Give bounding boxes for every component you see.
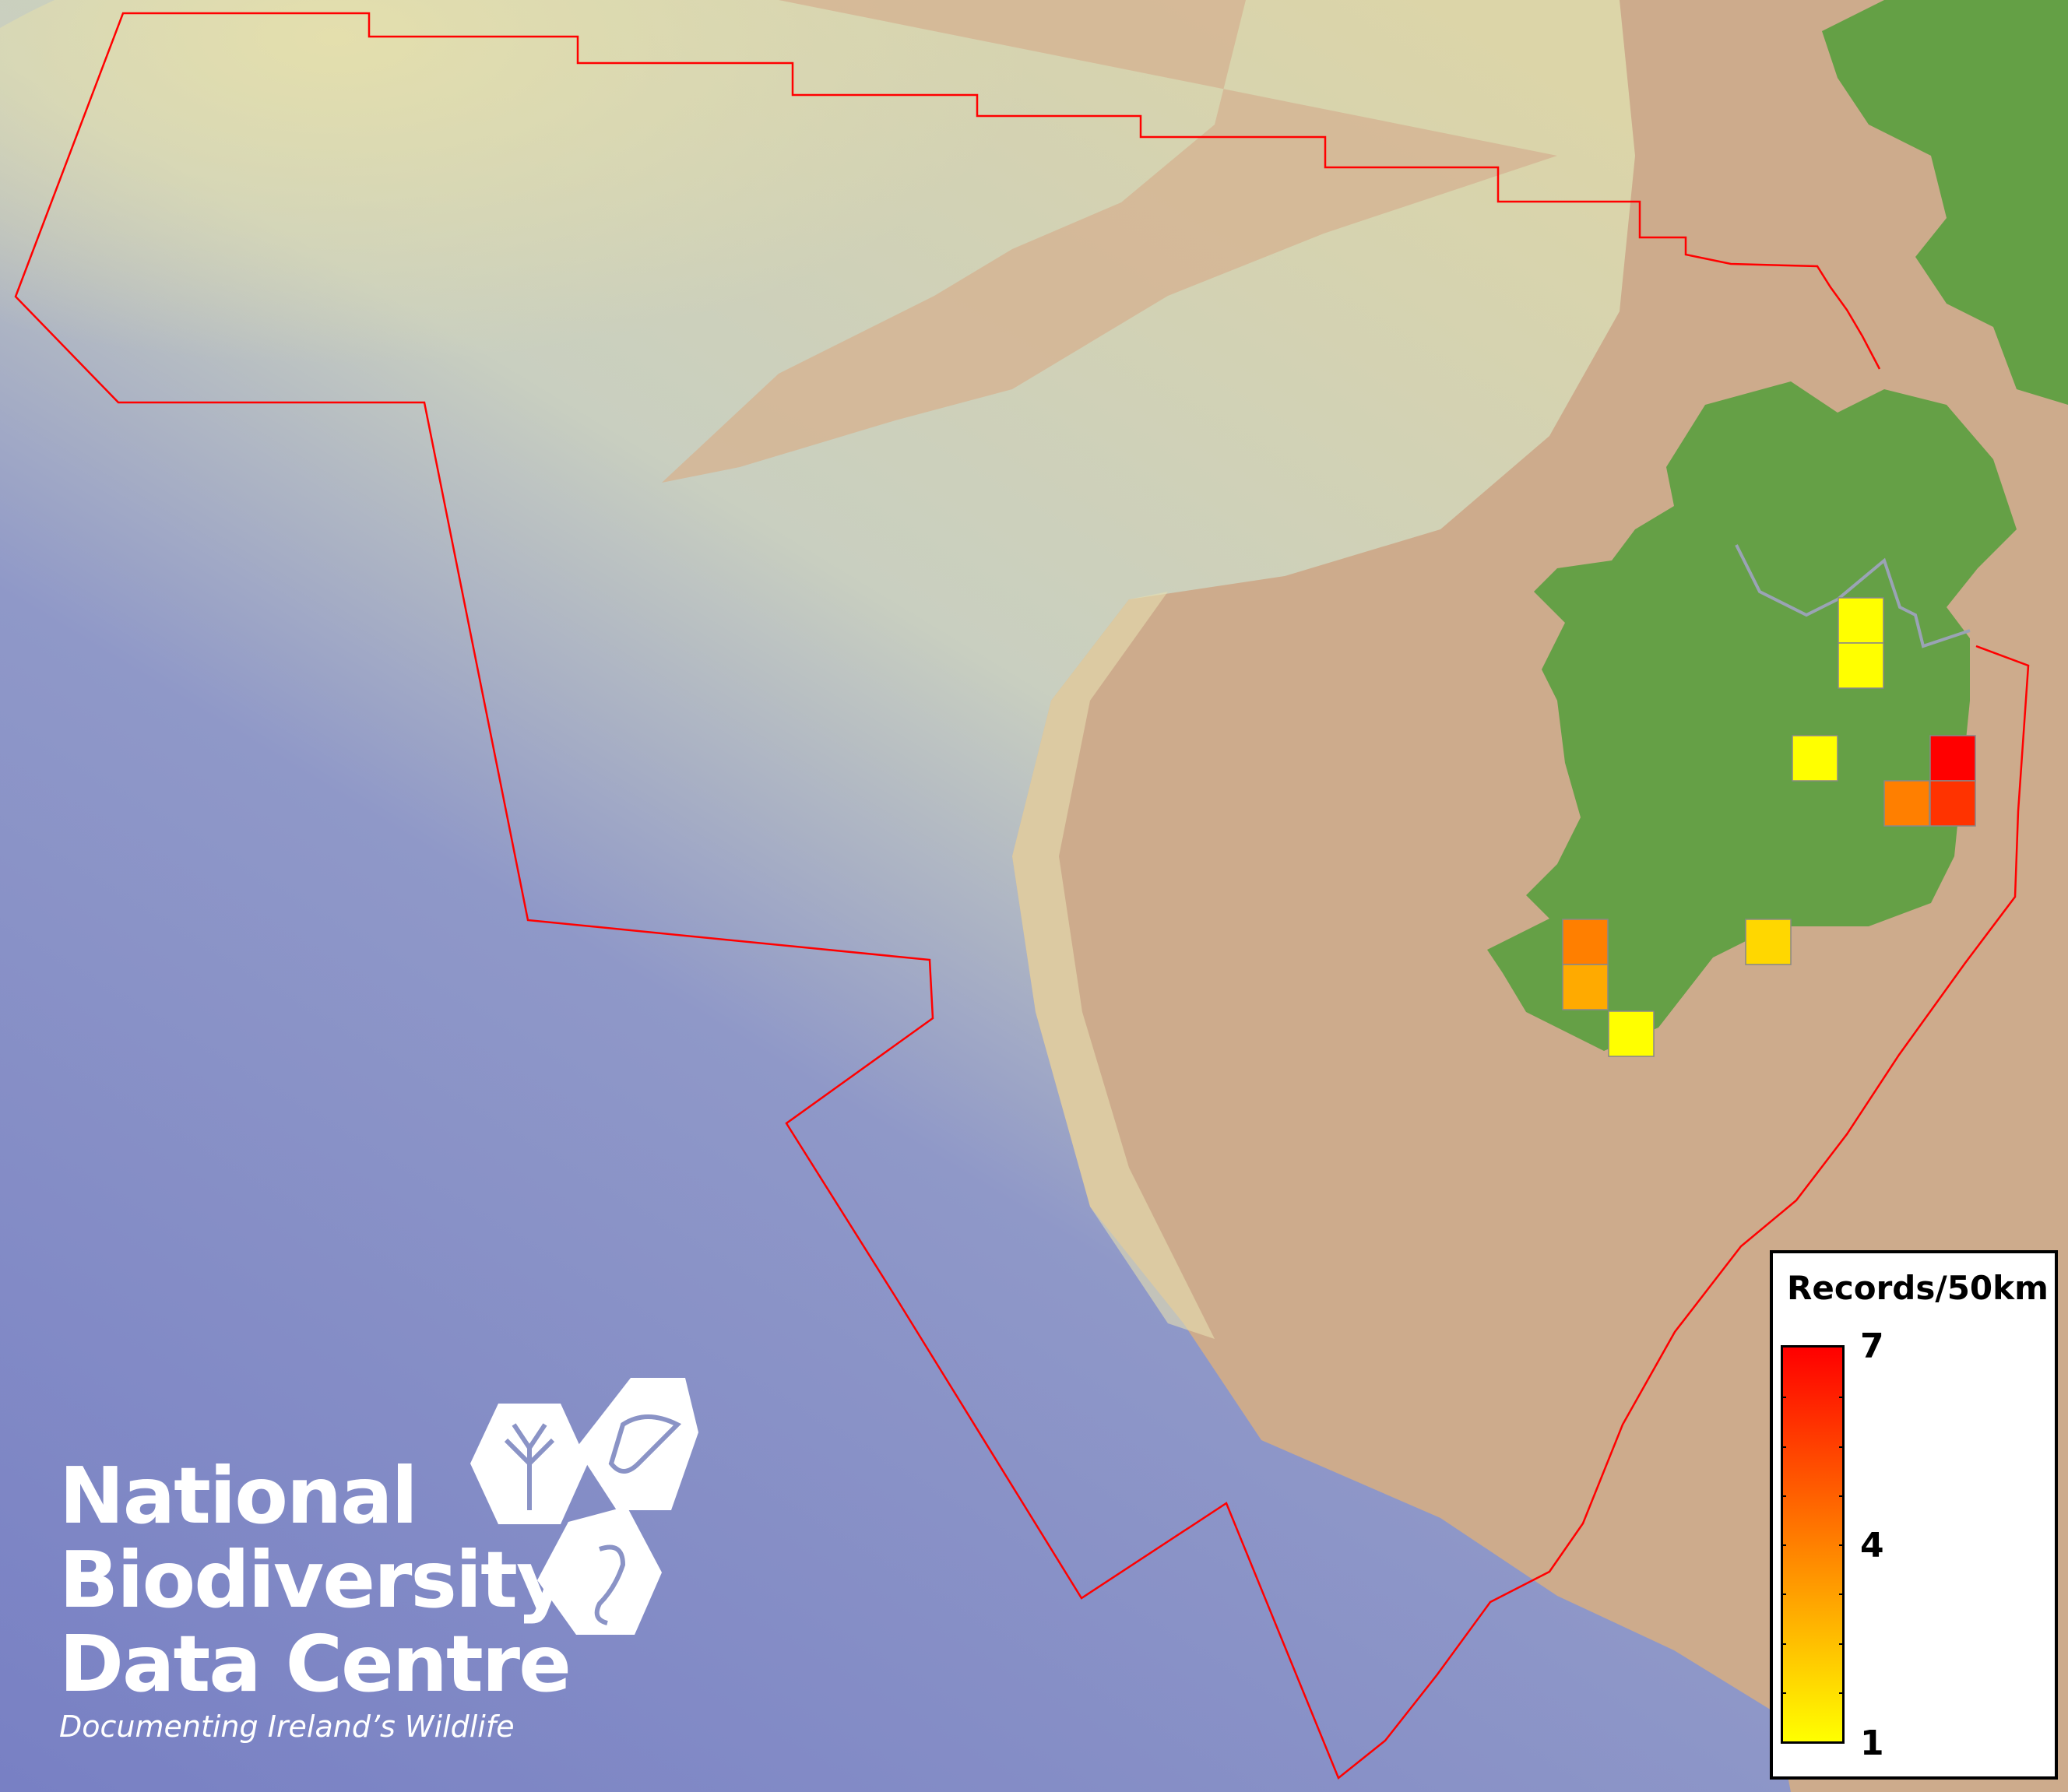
- grid-cell-north-2: [1838, 642, 1884, 689]
- tree-icon: [504, 1423, 555, 1510]
- rockall-bank: [0, 0, 1246, 560]
- legend: Records/50km 7 4 1: [1770, 1250, 2058, 1780]
- irish-marine-boundary-line: [14, 12, 2030, 1780]
- legend-max-label: 7: [1860, 1326, 1884, 1366]
- grid-cell-east-1: [1929, 735, 1976, 782]
- legend-title: Records/50km: [1787, 1269, 2049, 1307]
- butterfly-icon: [608, 1414, 682, 1474]
- logo-line-national: National: [59, 1450, 418, 1541]
- grid-cell-midlands: [1792, 735, 1838, 782]
- grid-cell-southwest-1: [1562, 919, 1609, 965]
- logo-tagline: Documenting Ireland’s Wildlife: [59, 1709, 515, 1744]
- britain-landmass: [1822, 0, 2068, 405]
- logo-line-biodiversity: Biodiversity: [59, 1534, 567, 1625]
- grid-cell-north-1: [1838, 597, 1884, 644]
- grid-cells-layer: [1562, 597, 1976, 1057]
- nbdc-logo: National Biodiversity Data Centre Docume…: [59, 1450, 572, 1745]
- grid-cell-east-3: [1929, 780, 1976, 827]
- grid-cell-east-2: [1883, 780, 1930, 827]
- ireland-landmass: [1487, 381, 2017, 1051]
- legend-color-ramp: [1781, 1345, 1845, 1744]
- northern-ireland-border: [1735, 544, 1971, 648]
- seahorse-icon: [594, 1544, 626, 1625]
- nbdc-logo-hexagons: [470, 1378, 698, 1635]
- porcupine-shelf-land: [662, 0, 1557, 483]
- butterfly-hexagon-icon: [576, 1378, 698, 1510]
- legend-mid-label: 4: [1860, 1526, 1884, 1565]
- grid-cell-southwest-3: [1608, 1010, 1655, 1057]
- legend-min-label: 1: [1860, 1723, 1884, 1763]
- shelf-edge: [1012, 592, 1215, 1339]
- logo-line-data-centre: Data Centre: [59, 1618, 572, 1709]
- grid-cell-southwest-2: [1562, 964, 1609, 1010]
- grid-cell-south: [1745, 919, 1792, 965]
- seahorse-hexagon-icon: [537, 1506, 662, 1635]
